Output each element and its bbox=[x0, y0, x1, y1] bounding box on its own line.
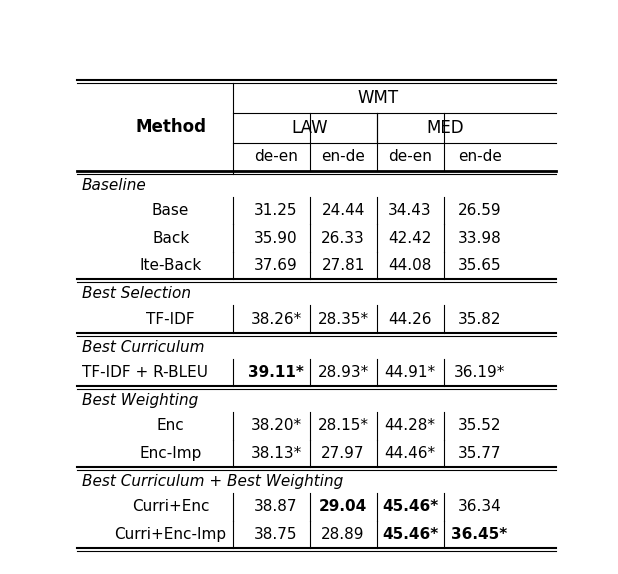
Text: Base: Base bbox=[152, 203, 189, 218]
Text: en-de: en-de bbox=[458, 149, 501, 164]
Text: 35.52: 35.52 bbox=[458, 418, 501, 433]
Text: 35.77: 35.77 bbox=[458, 446, 501, 461]
Text: 28.15*: 28.15* bbox=[318, 418, 368, 433]
Text: de-en: de-en bbox=[388, 149, 432, 164]
Text: WMT: WMT bbox=[357, 89, 399, 107]
Text: 38.75: 38.75 bbox=[254, 527, 298, 542]
Text: 44.28*: 44.28* bbox=[384, 418, 436, 433]
Text: Enc-Imp: Enc-Imp bbox=[140, 446, 202, 461]
Text: 37.69: 37.69 bbox=[254, 258, 298, 273]
Text: 39.11*: 39.11* bbox=[248, 365, 304, 380]
Text: LAW: LAW bbox=[291, 119, 328, 137]
Text: 27.81: 27.81 bbox=[321, 258, 365, 273]
Text: TF-IDF + R-BLEU: TF-IDF + R-BLEU bbox=[82, 365, 208, 380]
Text: Best Curriculum: Best Curriculum bbox=[82, 340, 205, 355]
Text: 35.90: 35.90 bbox=[254, 231, 298, 246]
Text: Back: Back bbox=[152, 231, 189, 246]
Text: 38.13*: 38.13* bbox=[250, 446, 302, 461]
Text: Ite-Back: Ite-Back bbox=[140, 258, 201, 273]
Text: 28.35*: 28.35* bbox=[318, 312, 368, 327]
Text: de-en: de-en bbox=[254, 149, 298, 164]
Text: 38.20*: 38.20* bbox=[250, 418, 302, 433]
Text: 26.59: 26.59 bbox=[458, 203, 501, 218]
Text: 36.45*: 36.45* bbox=[451, 527, 508, 542]
Text: MED: MED bbox=[426, 119, 464, 137]
Text: 38.87: 38.87 bbox=[254, 499, 298, 514]
Text: 42.42: 42.42 bbox=[389, 231, 432, 246]
Text: 29.04: 29.04 bbox=[319, 499, 367, 514]
Text: Enc: Enc bbox=[157, 418, 185, 433]
Text: 35.82: 35.82 bbox=[458, 312, 501, 327]
Text: 38.26*: 38.26* bbox=[250, 312, 302, 327]
Text: 45.46*: 45.46* bbox=[382, 527, 438, 542]
Text: 36.19*: 36.19* bbox=[454, 365, 506, 380]
Text: 44.08: 44.08 bbox=[389, 258, 432, 273]
Text: 33.98: 33.98 bbox=[458, 231, 501, 246]
Text: 28.93*: 28.93* bbox=[318, 365, 369, 380]
Text: 24.44: 24.44 bbox=[321, 203, 365, 218]
Text: Best Selection: Best Selection bbox=[82, 286, 191, 301]
Text: 35.65: 35.65 bbox=[458, 258, 501, 273]
Text: Curri+Enc: Curri+Enc bbox=[132, 499, 210, 514]
Text: 28.89: 28.89 bbox=[321, 527, 365, 542]
Text: Best Weighting: Best Weighting bbox=[82, 393, 198, 408]
Text: Baseline: Baseline bbox=[82, 178, 147, 193]
Text: 26.33: 26.33 bbox=[321, 231, 365, 246]
Text: 44.91*: 44.91* bbox=[384, 365, 436, 380]
Text: 44.26: 44.26 bbox=[388, 312, 432, 327]
Text: TF-IDF: TF-IDF bbox=[146, 312, 195, 327]
Text: 34.43: 34.43 bbox=[388, 203, 432, 218]
Text: Best Curriculum + Best Weighting: Best Curriculum + Best Weighting bbox=[82, 474, 343, 489]
Text: en-de: en-de bbox=[321, 149, 365, 164]
Text: 44.46*: 44.46* bbox=[384, 446, 436, 461]
Text: 27.97: 27.97 bbox=[321, 446, 365, 461]
Text: Curri+Enc-Imp: Curri+Enc-Imp bbox=[114, 527, 227, 542]
Text: 45.46*: 45.46* bbox=[382, 499, 438, 514]
Text: 36.34: 36.34 bbox=[458, 499, 501, 514]
Text: Method: Method bbox=[135, 118, 206, 136]
Text: 31.25: 31.25 bbox=[254, 203, 298, 218]
